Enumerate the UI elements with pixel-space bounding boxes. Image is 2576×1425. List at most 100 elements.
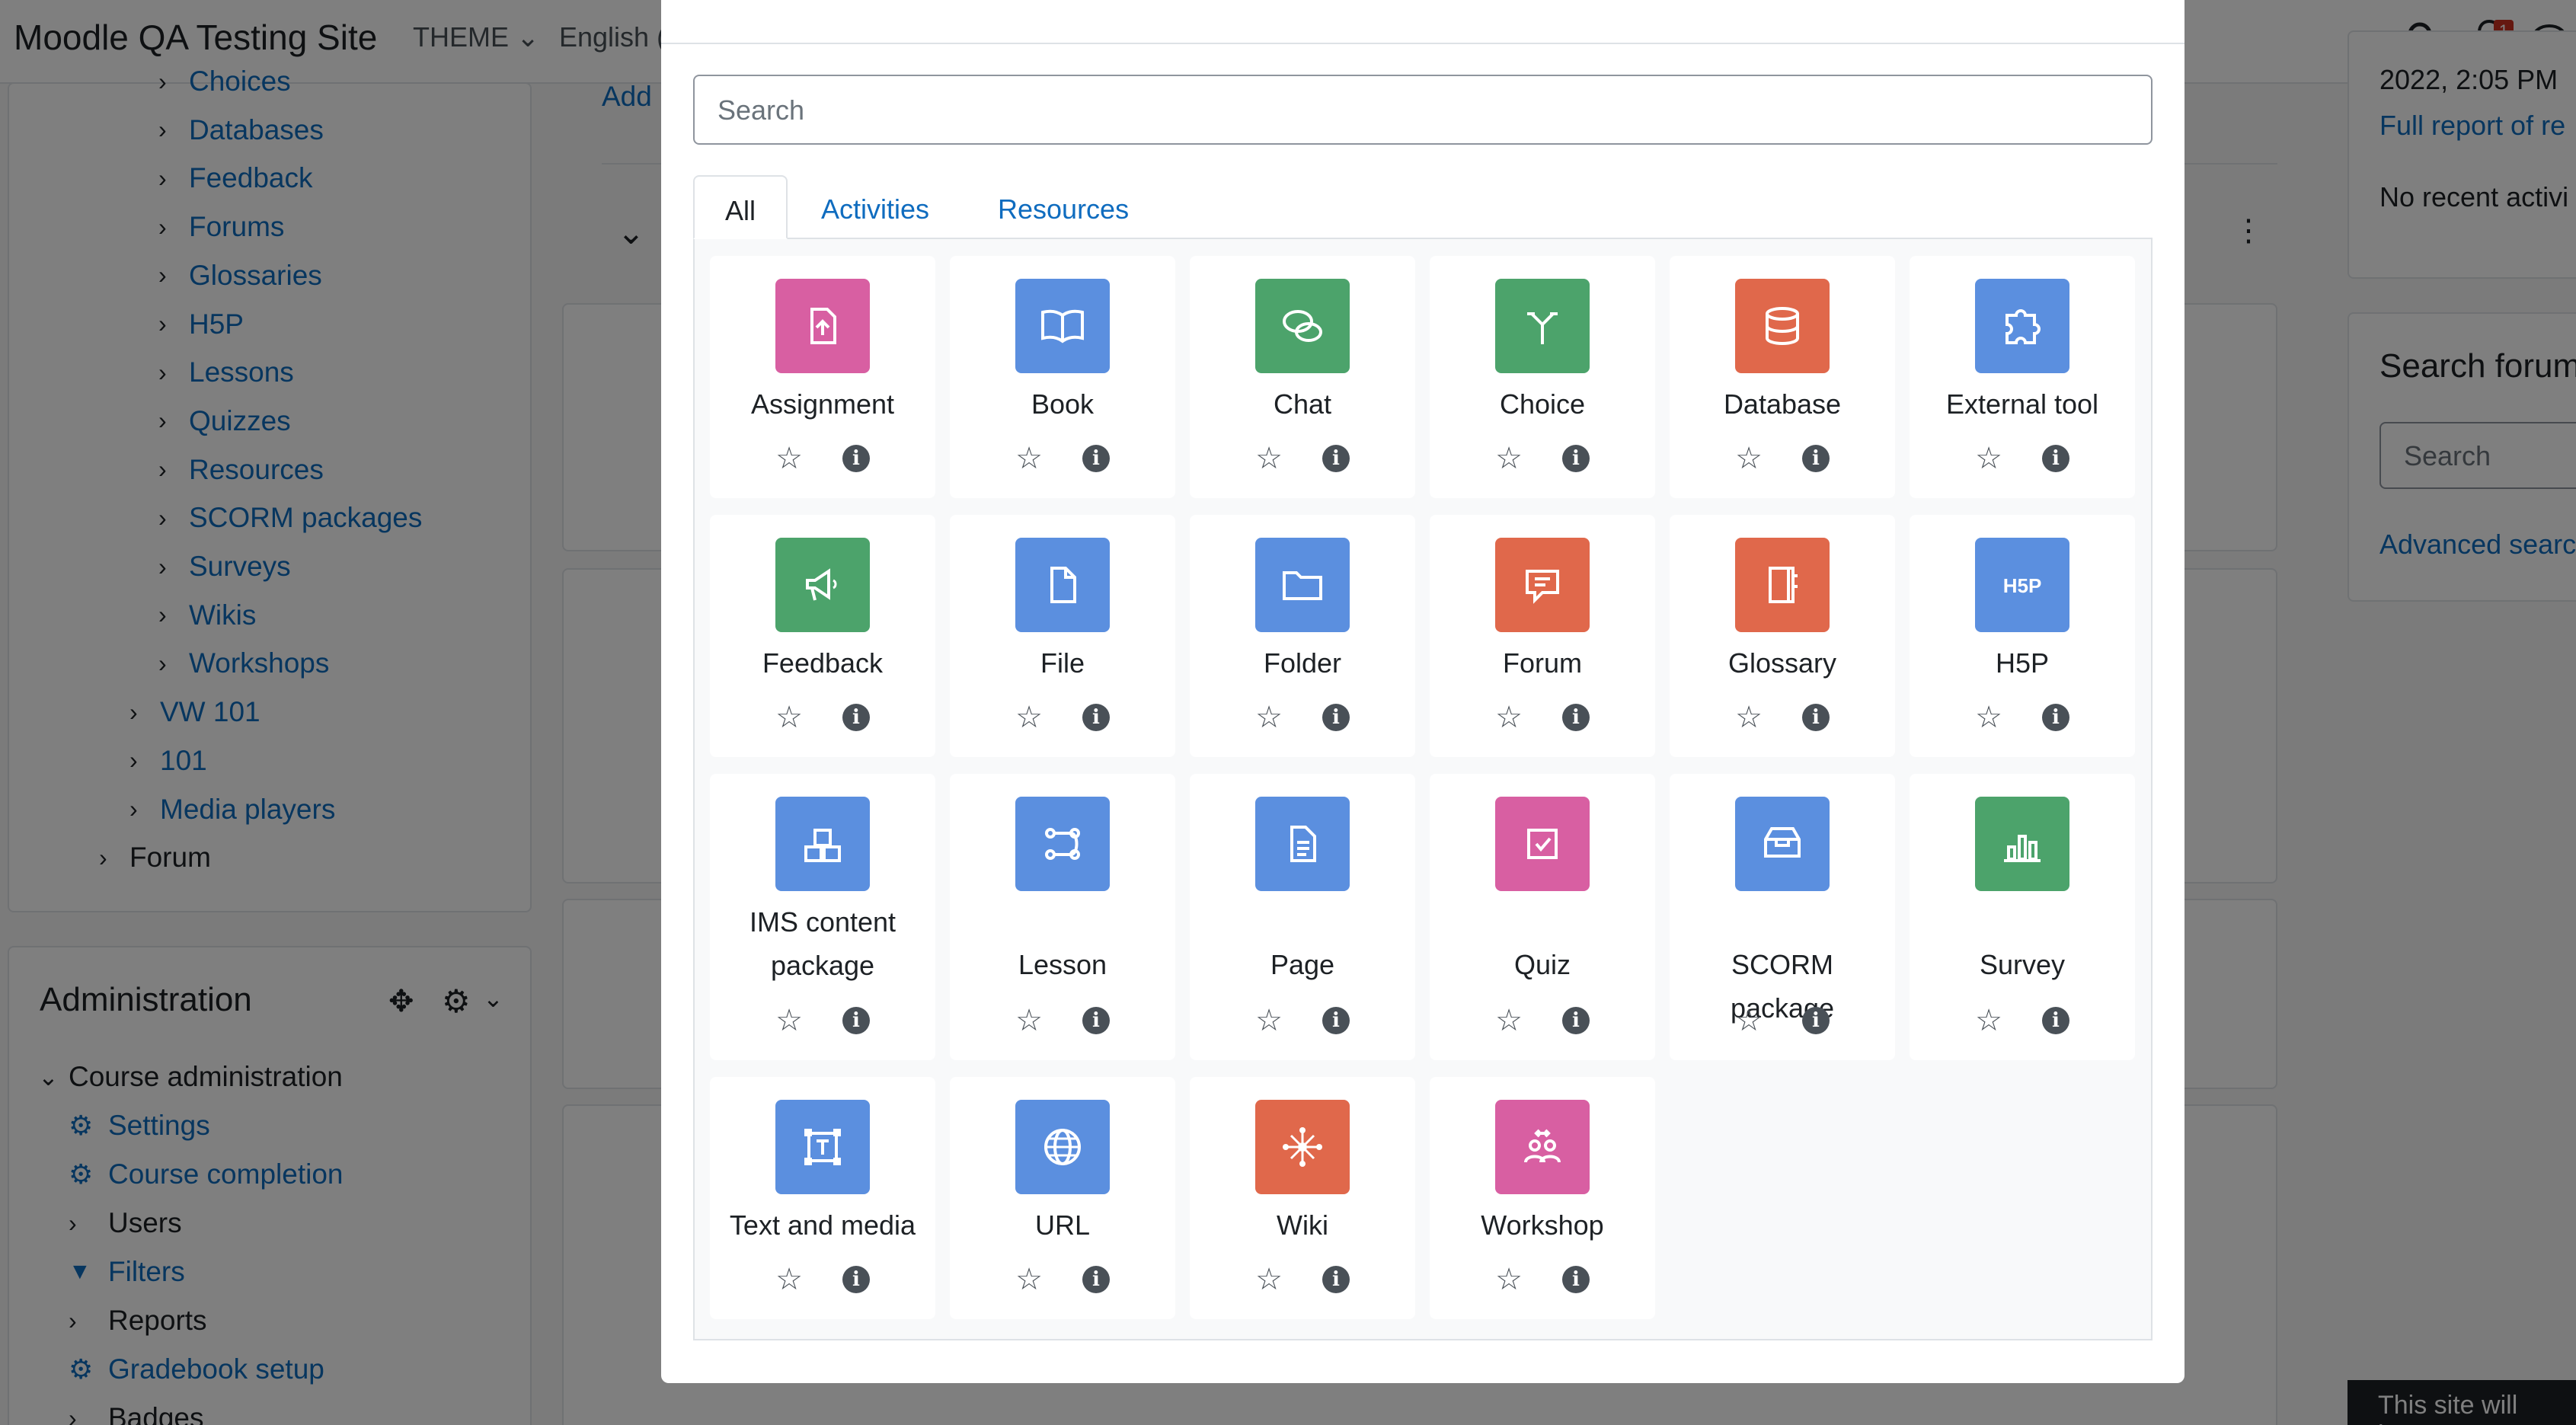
star-icon[interactable]: ☆: [1255, 1004, 1283, 1037]
info-icon[interactable]: i: [1322, 1007, 1350, 1034]
star-icon[interactable]: ☆: [1495, 1263, 1523, 1296]
info-icon[interactable]: i: [842, 1007, 870, 1034]
module-name: IMS content package: [749, 906, 896, 981]
module-tile[interactable]: URL ☆ i: [950, 1077, 1175, 1319]
star-icon[interactable]: ☆: [775, 1263, 803, 1296]
module-tile[interactable]: Chat ☆ i: [1190, 256, 1415, 498]
star-icon[interactable]: ☆: [1495, 701, 1523, 734]
star-icon[interactable]: ☆: [775, 701, 803, 734]
tab-resources[interactable]: Resources: [998, 193, 1130, 225]
module-tile[interactable]: Folder ☆ i: [1190, 515, 1415, 757]
info-icon[interactable]: i: [1082, 704, 1110, 731]
module-tile[interactable]: Assignment ☆ i: [710, 256, 935, 498]
module-tile[interactable]: Database ☆ i: [1670, 256, 1895, 498]
svg-text:H5P: H5P: [2003, 574, 2042, 597]
module-tile[interactable]: Survey ☆ i: [1910, 774, 2135, 1060]
activity-chooser-modal: Search All Activities Resources Assignme…: [661, 0, 2184, 1383]
info-icon[interactable]: i: [1082, 445, 1110, 472]
star-icon[interactable]: ☆: [1015, 701, 1043, 734]
module-tile[interactable]: Glossary ☆ i: [1670, 515, 1895, 757]
module-tile[interactable]: IMS content package ☆ i: [710, 774, 935, 1060]
star-icon[interactable]: ☆: [1735, 701, 1763, 734]
file-icon: [1015, 538, 1110, 632]
star-icon[interactable]: ☆: [1735, 442, 1763, 475]
module-tile[interactable]: External tool ☆ i: [1910, 256, 2135, 498]
info-icon[interactable]: i: [842, 704, 870, 731]
module-tile[interactable]: Lesson ☆ i: [950, 774, 1175, 1060]
activity-search-input[interactable]: Search: [693, 75, 2153, 145]
chooser-tabs: All Activities Resources: [693, 175, 2153, 239]
module-tile[interactable]: Wiki ☆ i: [1190, 1077, 1415, 1319]
module-actions: ☆ i: [1190, 1263, 1415, 1296]
wiki-icon: [1255, 1100, 1350, 1194]
info-icon[interactable]: i: [1322, 704, 1350, 731]
info-icon[interactable]: i: [1802, 1007, 1830, 1034]
module-tile[interactable]: Text and media ☆ i: [710, 1077, 935, 1319]
module-name: Workshop: [1481, 1209, 1604, 1241]
star-icon[interactable]: ☆: [1975, 1004, 2002, 1037]
tab-all[interactable]: All: [693, 175, 788, 239]
module-actions: ☆ i: [710, 442, 935, 475]
info-icon[interactable]: i: [1802, 704, 1830, 731]
module-tile[interactable]: Feedback ☆ i: [710, 515, 935, 757]
module-actions: ☆ i: [710, 701, 935, 734]
module-tile[interactable]: H5P H5P ☆ i: [1910, 515, 2135, 757]
info-icon[interactable]: i: [1562, 704, 1590, 731]
info-icon[interactable]: i: [2042, 1007, 2069, 1034]
info-icon[interactable]: i: [1562, 445, 1590, 472]
module-actions: ☆ i: [710, 1004, 935, 1037]
module-tile[interactable]: Quiz ☆ i: [1430, 774, 1655, 1060]
info-icon[interactable]: i: [2042, 704, 2069, 731]
star-icon[interactable]: ☆: [1495, 1004, 1523, 1037]
star-icon[interactable]: ☆: [1255, 442, 1283, 475]
module-tile[interactable]: SCORM package ☆ i: [1670, 774, 1895, 1060]
info-icon[interactable]: i: [2042, 445, 2069, 472]
star-icon[interactable]: ☆: [1975, 701, 2002, 734]
star-icon[interactable]: ☆: [1255, 1263, 1283, 1296]
module-actions: ☆ i: [1430, 1263, 1655, 1296]
star-icon[interactable]: ☆: [1975, 442, 2002, 475]
tab-activities[interactable]: Activities: [821, 193, 930, 225]
module-actions: ☆ i: [1670, 442, 1895, 475]
info-icon[interactable]: i: [1322, 445, 1350, 472]
module-tile[interactable]: Book ☆ i: [950, 256, 1175, 498]
star-icon[interactable]: ☆: [1015, 1004, 1043, 1037]
star-icon[interactable]: ☆: [775, 442, 803, 475]
module-name: URL: [1034, 1209, 1091, 1241]
star-icon[interactable]: ☆: [1495, 442, 1523, 475]
star-icon[interactable]: ☆: [1015, 1263, 1043, 1296]
modal-header: [661, 0, 2184, 44]
star-icon[interactable]: ☆: [775, 1004, 803, 1037]
module-actions: ☆ i: [950, 442, 1175, 475]
assignment-icon: [775, 279, 870, 373]
module-tile[interactable]: Workshop ☆ i: [1430, 1077, 1655, 1319]
star-icon[interactable]: ☆: [1735, 1004, 1763, 1037]
info-icon[interactable]: i: [1082, 1007, 1110, 1034]
star-icon[interactable]: ☆: [1015, 442, 1043, 475]
module-name: Book: [1031, 388, 1095, 420]
database-icon: [1735, 279, 1830, 373]
lesson-icon: [1015, 797, 1110, 891]
module-actions: ☆ i: [1190, 1004, 1415, 1037]
info-icon[interactable]: i: [842, 1266, 870, 1293]
module-tile[interactable]: Forum ☆ i: [1430, 515, 1655, 757]
book-icon: [1015, 279, 1110, 373]
module-actions: ☆ i: [1430, 701, 1655, 734]
info-icon[interactable]: i: [1562, 1007, 1590, 1034]
info-icon[interactable]: i: [1562, 1266, 1590, 1293]
module-tile[interactable]: File ☆ i: [950, 515, 1175, 757]
module-tile[interactable]: Page ☆ i: [1190, 774, 1415, 1060]
module-grid: Assignment ☆ i Book ☆ i Chat ☆ i Choice ☆ i Database…: [693, 239, 2153, 1340]
info-icon[interactable]: i: [1082, 1266, 1110, 1293]
quiz-icon: [1495, 797, 1590, 891]
info-icon[interactable]: i: [1322, 1266, 1350, 1293]
scorm-icon: [1735, 797, 1830, 891]
page-icon: [1255, 797, 1350, 891]
info-icon[interactable]: i: [842, 445, 870, 472]
info-icon[interactable]: i: [1802, 445, 1830, 472]
module-name: Forum: [1502, 647, 1582, 679]
star-icon[interactable]: ☆: [1255, 701, 1283, 734]
module-tile[interactable]: Choice ☆ i: [1430, 256, 1655, 498]
module-name: Page: [1270, 949, 1335, 980]
module-actions: ☆ i: [950, 701, 1175, 734]
